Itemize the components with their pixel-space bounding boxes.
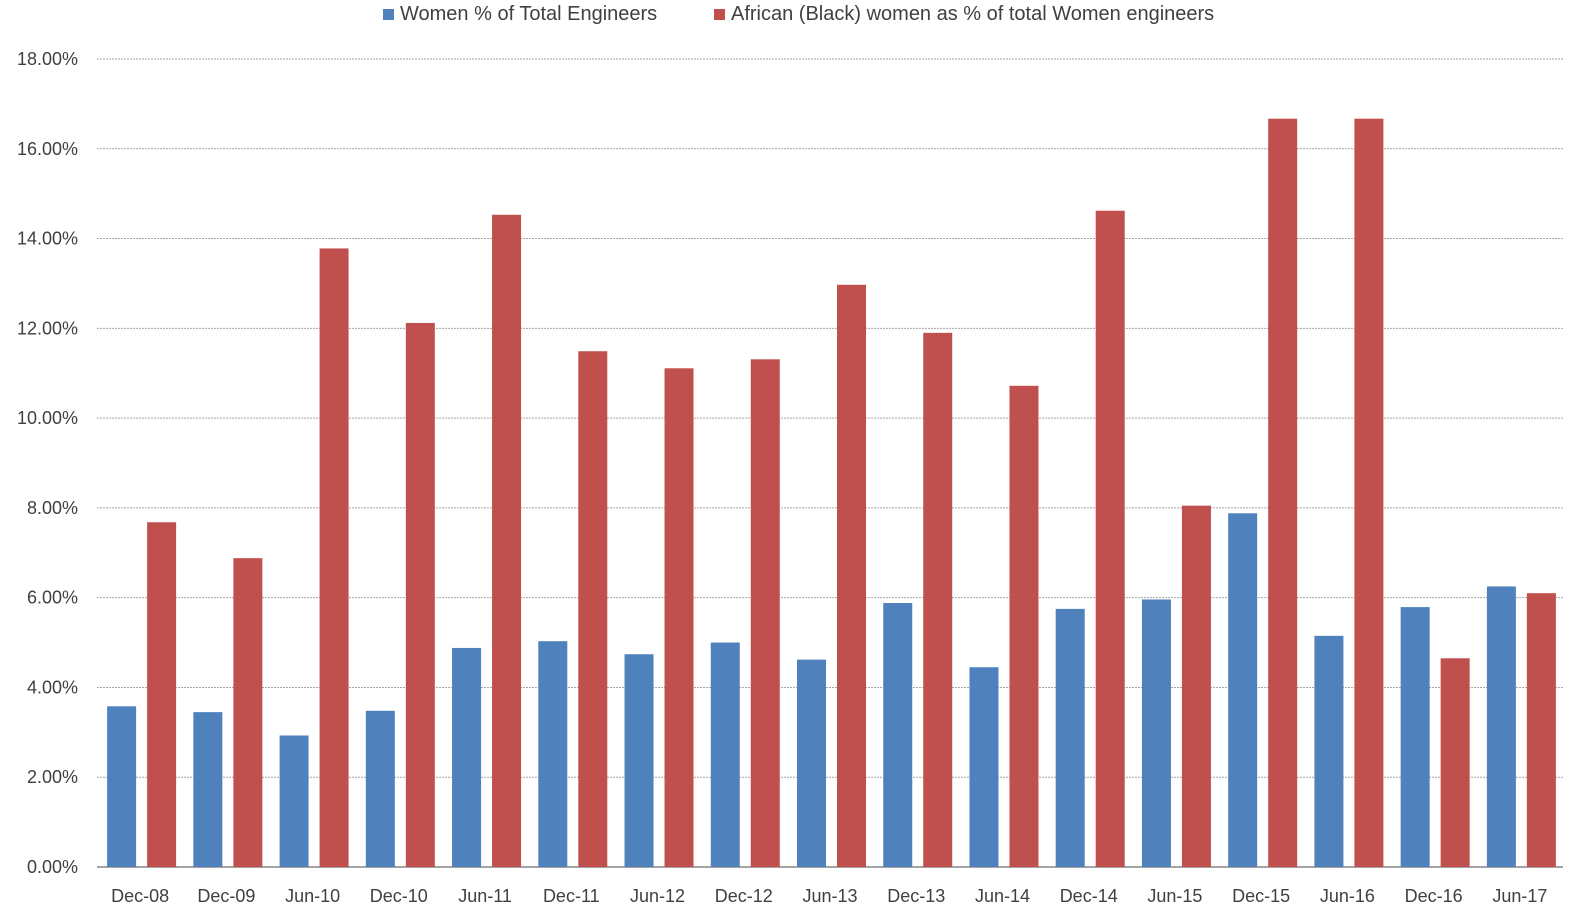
y-tick-label: 6.00% [27,588,78,608]
bar-women-total [193,712,223,867]
y-tick-label: 10.00% [17,408,78,428]
legend-item-women-total: Women % of Total Engineers [383,3,657,26]
x-tick-label: Jun-17 [1492,886,1547,906]
x-tick-label: Jun-15 [1147,886,1202,906]
x-tick-label: Dec-16 [1405,886,1463,906]
y-tick-label: 12.00% [17,318,78,338]
bar-women-total [1055,608,1085,867]
bar-women-total [452,647,482,867]
bar-african-women [1354,118,1384,868]
bar-african-women [837,284,866,867]
y-tick-label: 16.00% [17,139,78,159]
x-tick-label: Dec-10 [370,886,428,906]
x-tick-label: Jun-12 [630,886,685,906]
bar-women-total [279,735,309,867]
bar-african-women [750,359,780,867]
bar-women-total [1141,599,1171,867]
bar-african-women [578,351,608,867]
bar-african-women [1526,593,1556,867]
x-tick-label: Dec-14 [1060,886,1118,906]
bar-women-total [538,641,568,867]
bar-women-total [1400,607,1430,867]
x-tick-label: Jun-16 [1320,886,1375,906]
legend-label-african-women: African (Black) women as % of total Wome… [731,3,1215,25]
y-tick-label: 0.00% [27,857,78,877]
x-tick-label: Jun-10 [285,886,340,906]
x-tick-label: Jun-11 [458,886,512,906]
bar-african-women [923,332,953,867]
bar-women-total [1486,586,1516,867]
bar-african-women [1181,505,1211,867]
y-tick-label: 4.00% [27,677,78,697]
y-tick-label: 14.00% [17,229,78,249]
legend-item-african-women: African (Black) women as % of total Wome… [714,3,1214,26]
bar-african-women [1095,210,1125,868]
bar-african-women [1268,118,1298,868]
bar-african-women [1440,658,1470,867]
y-tick-label: 2.00% [27,767,78,787]
bar-women-total [365,710,395,867]
legend-label-women-total: Women % of Total Engineers [400,3,658,25]
x-tick-label: Dec-12 [715,886,773,906]
bar-african-women [492,214,522,867]
bar-women-total [883,603,913,867]
y-tick-label: 8.00% [27,498,78,518]
bar-women-total [969,667,999,867]
x-tick-label: Dec-08 [111,886,169,906]
x-tick-label: Dec-09 [197,886,255,906]
bar-women-total [710,642,740,867]
x-tick-label: Jun-13 [802,886,857,906]
bar-african-women [405,322,435,867]
bar-african-women [664,368,694,867]
x-tick-label: Dec-13 [887,886,945,906]
bar-african-women [233,558,263,867]
bar-women-total [797,659,826,867]
legend-swatch-blue [383,9,394,20]
bar-women-total [1228,513,1258,867]
bar-african-women [147,522,177,867]
y-tick-label: 18.00% [17,49,78,69]
bar-african-women [319,248,349,868]
bar-women-total [1314,635,1344,867]
legend-swatch-red [714,9,725,20]
x-tick-label: Dec-15 [1232,886,1290,906]
x-tick-label: Dec-11 [543,886,600,906]
bar-women-total [107,706,137,867]
x-tick-label: Jun-14 [975,886,1030,906]
bar-african-women [1009,385,1039,867]
bar-women-total [624,654,654,867]
legend: Women % of Total Engineers African (Blac… [0,3,1571,29]
